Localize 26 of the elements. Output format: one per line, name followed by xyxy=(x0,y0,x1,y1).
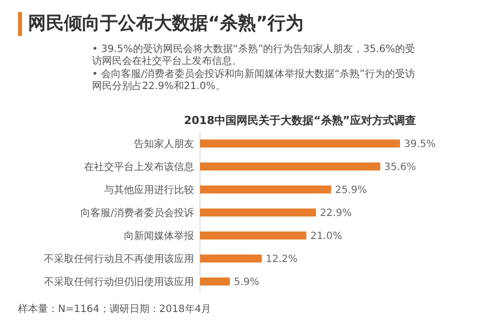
y-tick-label: 向客服/消费者委员会投诉 xyxy=(80,207,194,219)
bar xyxy=(200,186,332,194)
data-label: 25.9% xyxy=(335,185,367,196)
data-label: 12.2% xyxy=(266,254,298,265)
y-tick-label: 不采取任何行动且不再使用该应用 xyxy=(44,253,194,265)
chart-subtitle: 2018中国网民关于大数据“杀熟”应对方式调查 xyxy=(184,114,416,127)
bar xyxy=(200,140,400,148)
chart-title: 网民倾向于公布大数据“杀熟”行为 xyxy=(18,12,304,36)
y-tick-label: 向新闻媒体举报 xyxy=(124,230,194,242)
y-tick-label: 在社交平台上发布该信息 xyxy=(84,161,194,173)
text: 样本量：N=1164；调研日期：2018年4月 xyxy=(18,302,212,316)
y-tick-label: 与其他应用进行比较 xyxy=(104,184,194,196)
bar xyxy=(200,208,316,216)
data-label: 35.6% xyxy=(384,162,416,173)
y-tick-label: 告知家人朋友 xyxy=(134,138,194,150)
y-tick-label: 不采取任何行动但仍旧使用该应用 xyxy=(44,276,194,288)
data-label: 22.9% xyxy=(320,208,352,219)
text: • 会向客服/消费者委员会投诉和向新闻媒体举报大数据“杀熟”行为的受访网民分别占22.9%和21.0%。 xyxy=(92,69,416,93)
bar xyxy=(200,232,306,240)
data-label: 5.9% xyxy=(234,277,260,288)
bar xyxy=(200,162,380,170)
bar xyxy=(200,278,230,286)
text: • 39.5%的受访网民会将大数据“杀熟”的行为告知家人朋友，35.6%的受访网民会在社交平台上发布信息。 xyxy=(92,44,416,68)
bar xyxy=(200,254,262,262)
data-label: 21.0% xyxy=(310,231,342,242)
data-label: 39.5% xyxy=(404,139,436,150)
